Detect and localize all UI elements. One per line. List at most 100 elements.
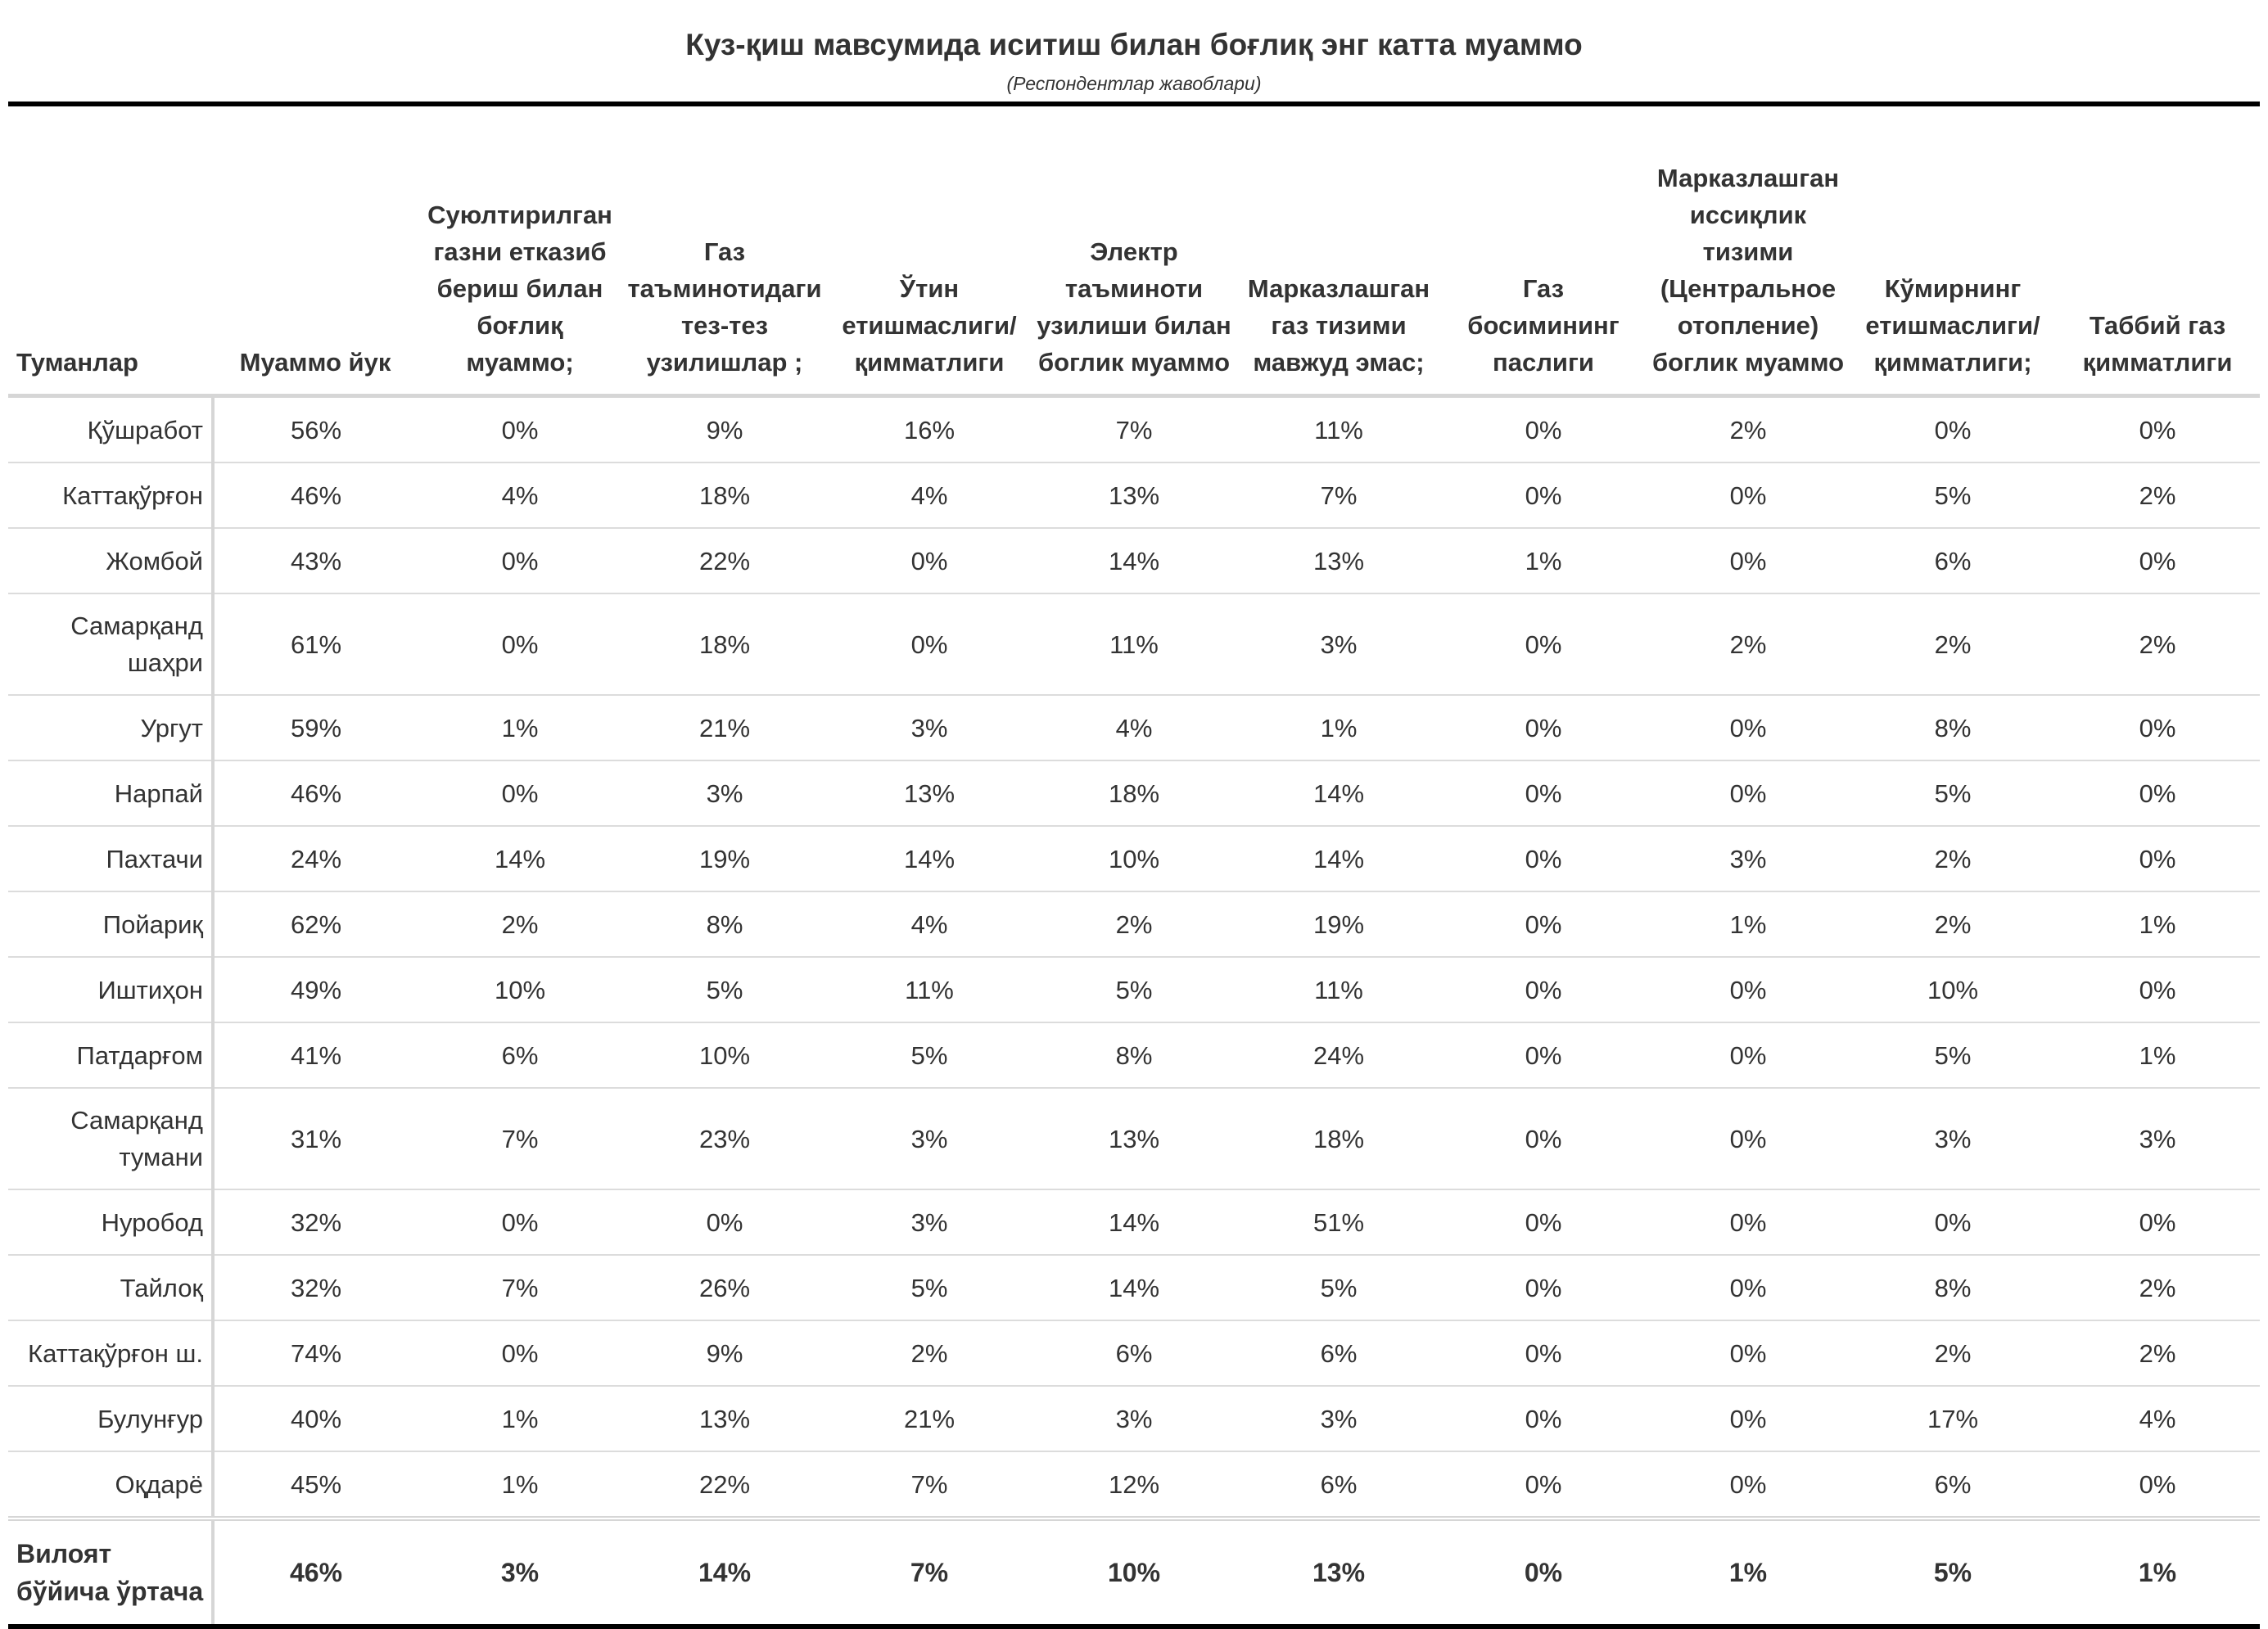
table-cell: 0% [1646, 760, 1850, 827]
table-cell: 0% [1646, 463, 1850, 529]
table-row: Иштиҳон 49% 10% 5% 11% 5% 11% 0% 0% 10% 0% [8, 957, 2260, 1023]
table-cell: 74% [213, 1320, 418, 1387]
table-cell: 0% [1646, 1320, 1850, 1387]
chart-subtitle: (Респондентлар жавоблари) [1006, 73, 1262, 94]
table-cell: 21% [827, 1386, 1032, 1452]
total-cell: 46% [289, 1558, 343, 1587]
table-cell: 2% [1850, 593, 2055, 696]
table-cell: 0% [1850, 1189, 2055, 1256]
table-cell: 0% [1441, 1022, 1646, 1089]
table-cell: 9% [622, 395, 827, 463]
table-cell: 14% [1236, 760, 1441, 827]
table-cell: 3% [827, 695, 1032, 761]
table-row: Пахтачи 24% 14% 19% 14% 10% 14% 0% 3% 2% 0% [8, 826, 2260, 892]
table-cell: 2% [1032, 891, 1236, 958]
row-label: Нарпай [8, 760, 215, 827]
table-cell: 5% [622, 957, 827, 1023]
table-cell: 7% [1236, 463, 1441, 529]
table-cell: 24% [1236, 1022, 1441, 1089]
table-cell: 2% [2055, 463, 2260, 529]
table-cell: 2% [827, 1320, 1032, 1387]
table-cell: 0% [2055, 957, 2260, 1023]
table-cell: 23% [622, 1088, 827, 1190]
table-cell: 3% [622, 760, 827, 827]
table-cell: 7% [827, 1451, 1032, 1521]
table-cell: 6% [1032, 1320, 1236, 1387]
total-label: Вилоят бўйича ўртача [8, 1518, 215, 1627]
table-row: Жомбой 43% 0% 22% 0% 14% 13% 1% 0% 6% 0% [8, 528, 2260, 594]
column-header: Кўмирнинг етишмаслиги/ қимматлиги; [1850, 104, 2055, 398]
row-label: Нуробод [8, 1189, 215, 1256]
table-cell: 0% [2055, 395, 2260, 463]
table-cell: 6% [1850, 528, 2055, 594]
table-cell: 32% [213, 1189, 418, 1256]
table-cell: 18% [1032, 760, 1236, 827]
table-cell: 4% [418, 463, 622, 529]
table-cell: 0% [1441, 760, 1646, 827]
table-cell: 22% [622, 1451, 827, 1521]
table-cell: 2% [1646, 593, 1850, 696]
total-cell: 0% [1524, 1558, 1563, 1587]
table-cell: 6% [1850, 1451, 2055, 1521]
table-cell: 10% [1032, 826, 1236, 892]
table-cell: 31% [213, 1088, 418, 1190]
table-cell: 6% [1236, 1320, 1441, 1387]
table-cell: 5% [1236, 1255, 1441, 1321]
row-label: Пахтачи [8, 826, 215, 892]
table-cell: 3% [827, 1189, 1032, 1256]
table-cell: 0% [418, 528, 622, 594]
row-label: Булунғур [8, 1386, 215, 1452]
table-cell: 0% [2055, 760, 2260, 827]
table-cell: 2% [1850, 826, 2055, 892]
table-cell: 0% [1646, 1451, 1850, 1521]
table-cell: 1% [418, 695, 622, 761]
table-cell: 0% [622, 1189, 827, 1256]
table-cell: 0% [1441, 826, 1646, 892]
table-cell: 7% [418, 1255, 622, 1321]
table-cell: 43% [213, 528, 418, 594]
table-cell: 19% [1236, 891, 1441, 958]
table-row: Қўшработ 56% 0% 9% 16% 7% 11% 0% 2% 0% 0% [8, 395, 2260, 463]
table-cell: 1% [418, 1386, 622, 1452]
table-cell: 7% [418, 1088, 622, 1190]
table-cell: 13% [1032, 463, 1236, 529]
table-cell: 14% [1032, 528, 1236, 594]
table-cell: 1% [2055, 1022, 2260, 1089]
table-cell: 2% [1850, 891, 2055, 958]
table-cell: 18% [1236, 1088, 1441, 1190]
total-cell: 10% [1107, 1558, 1161, 1587]
table-cell: 4% [827, 463, 1032, 529]
table-cell: 0% [1646, 1022, 1850, 1089]
table-cell: 0% [2055, 1189, 2260, 1256]
table-cell: 1% [1441, 528, 1646, 594]
table-header: Туманлар Муаммо йук Суюлтирилган газни етк… [8, 104, 2260, 398]
table-cell: 0% [418, 1320, 622, 1387]
column-header: Газ босимининг паслиги [1441, 104, 1646, 398]
table-cell: 8% [622, 891, 827, 958]
table-cell: 4% [2055, 1386, 2260, 1452]
column-header: Муаммо йук [213, 104, 418, 398]
row-label: Самарқанд тумани [8, 1088, 215, 1190]
table-cell: 2% [2055, 1255, 2260, 1321]
header-row: Туманлар Муаммо йук Суюлтирилган газни етк… [8, 104, 2260, 398]
table-cell: 3% [1646, 826, 1850, 892]
table-cell: 1% [1646, 891, 1850, 958]
table-cell: 0% [1646, 528, 1850, 594]
table-cell: 1% [2055, 891, 2260, 958]
table-cell: 41% [213, 1022, 418, 1089]
column-header: Марказлашган газ тизими мавжуд эмас; [1236, 104, 1441, 398]
table-cell: 14% [1032, 1255, 1236, 1321]
table-cell: 1% [418, 1451, 622, 1521]
table-cell: 8% [1850, 1255, 2055, 1321]
table-cell: 0% [1441, 1451, 1646, 1521]
table-row: Нуробод 32% 0% 0% 3% 14% 51% 0% 0% 0% 0% [8, 1189, 2260, 1256]
table-cell: 0% [2055, 528, 2260, 594]
table-cell: 46% [213, 463, 418, 529]
table-cell: 5% [1850, 1022, 2055, 1089]
table-cell: 0% [1850, 395, 2055, 463]
table-cell: 0% [418, 1189, 622, 1256]
table-cell: 0% [418, 760, 622, 827]
table-body: Қўшработ 56% 0% 9% 16% 7% 11% 0% 2% 0% 0% Каттақўрғ… [8, 395, 2260, 1521]
table-cell: 0% [827, 528, 1032, 594]
table-cell: 0% [827, 593, 1032, 696]
